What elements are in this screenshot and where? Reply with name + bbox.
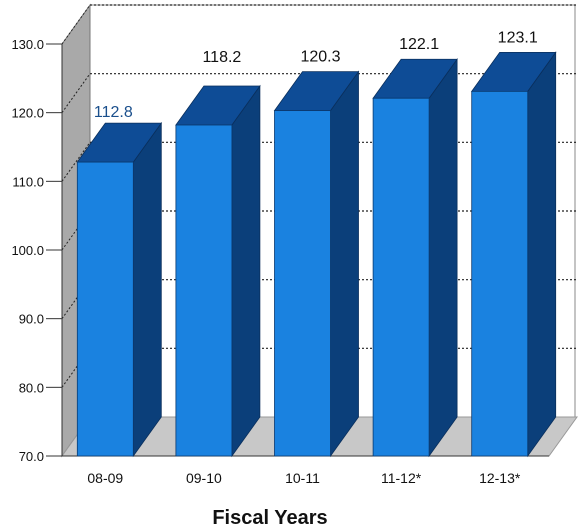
value-labels: 112.8 118.2 120.3 122.1 123.1 bbox=[94, 29, 538, 121]
y-tick-label: 80.0 bbox=[19, 380, 44, 395]
value-label: 123.1 bbox=[498, 29, 538, 46]
bar-front bbox=[471, 90, 529, 457]
bar-front bbox=[274, 110, 331, 457]
y-axis-tick-labels: 70.0 80.0 90.0 100.0 110.0 120.0 130.0 bbox=[11, 37, 62, 464]
bars bbox=[76, 51, 557, 458]
gridline-side bbox=[61, 73, 91, 113]
bar bbox=[175, 84, 261, 458]
x-tick-label: 09-10 bbox=[186, 470, 222, 486]
gridline-side bbox=[61, 142, 91, 182]
x-axis-title: Fiscal Years bbox=[212, 507, 327, 529]
bar-side bbox=[231, 84, 261, 458]
bar bbox=[470, 51, 557, 458]
bar-side bbox=[330, 70, 359, 458]
bar bbox=[273, 70, 360, 458]
bar-side bbox=[428, 58, 458, 458]
x-tick-label: 10-11 bbox=[285, 470, 320, 486]
y-tick-label: 90.0 bbox=[19, 312, 44, 327]
y-tick-label: 100.0 bbox=[11, 243, 44, 258]
x-tick-label: 11-12* bbox=[381, 470, 422, 486]
x-tick-label: 08-09 bbox=[87, 470, 123, 486]
bar-front bbox=[372, 97, 430, 457]
bar bbox=[372, 58, 458, 458]
gridline-side bbox=[61, 4, 91, 45]
y-tick-label: 70.0 bbox=[19, 449, 44, 464]
bar bbox=[76, 121, 163, 458]
value-label: 122.1 bbox=[399, 36, 439, 53]
value-label: 112.8 bbox=[94, 104, 133, 121]
y-tick-label: 110.0 bbox=[12, 174, 44, 189]
bar-front bbox=[175, 124, 233, 457]
x-axis-tick-labels: 08-09 09-10 10-11 11-12* 12-13* bbox=[87, 470, 520, 486]
bar-side bbox=[527, 51, 557, 458]
value-label: 120.3 bbox=[300, 49, 340, 66]
bar-side bbox=[132, 121, 162, 458]
y-tick-label: 120.0 bbox=[11, 106, 44, 121]
y-tick-label: 130.0 bbox=[11, 37, 44, 52]
bar-front bbox=[76, 161, 134, 457]
x-tick-label: 12-13* bbox=[479, 470, 521, 486]
value-label: 118.2 bbox=[202, 49, 241, 66]
